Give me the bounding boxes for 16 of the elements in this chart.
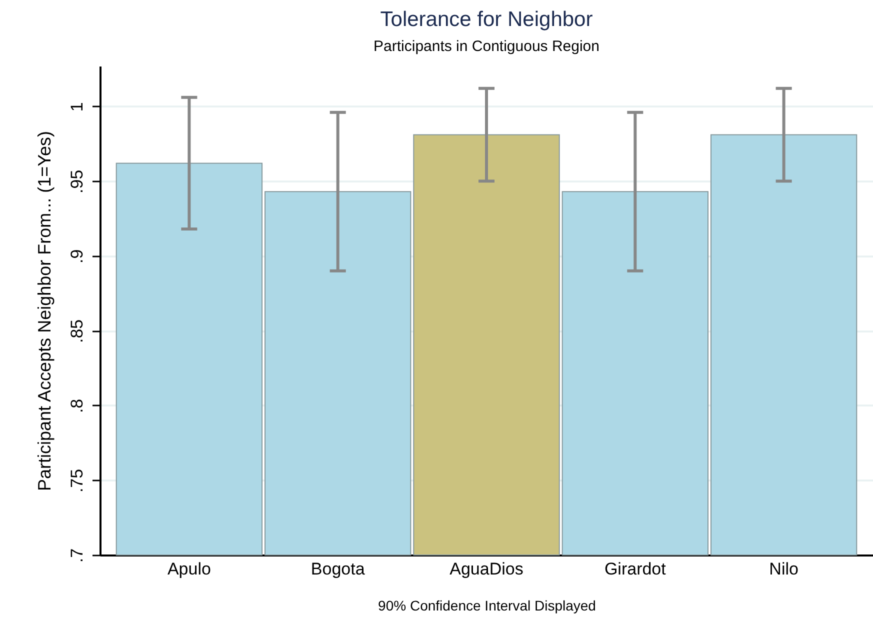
y-tick-label: .85 xyxy=(68,319,86,344)
y-tick-label: .75 xyxy=(68,468,86,493)
x-tick-label: Apulo xyxy=(167,560,211,578)
y-tick-label: .9 xyxy=(68,249,86,264)
x-tick-label: Nilo xyxy=(769,560,798,578)
chart-title: Tolerance for Neighbor xyxy=(380,8,593,31)
y-axis-title: Participant Accepts Neighbor From... (1=Yes) xyxy=(34,131,54,491)
chart-subtitle: Participants in Contiguous Region xyxy=(374,38,600,55)
y-tick-label: .8 xyxy=(68,398,86,414)
x-tick-label: Bogota xyxy=(310,560,366,578)
x-tick-label: Girardot xyxy=(604,560,666,578)
y-tick-label: .95 xyxy=(68,170,86,194)
x-tick-label: AguaDios xyxy=(450,560,524,578)
y-tick-label: .7 xyxy=(68,548,86,563)
x-axis-title: 90% Confidence Interval Displayed xyxy=(378,598,596,614)
y-tick-label: 1 xyxy=(68,102,86,112)
